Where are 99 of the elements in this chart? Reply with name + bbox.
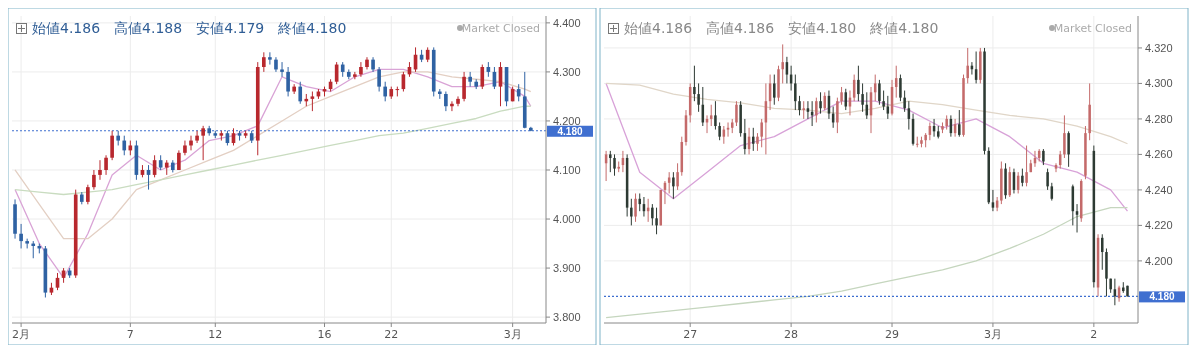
x-tick-label: 2月 [12, 328, 31, 341]
candlestick [98, 159, 102, 181]
y-tick-label: 4.300 [1145, 77, 1173, 90]
ref-line-label: 4.180 [557, 125, 583, 137]
x-tick-label: 3月 [503, 328, 522, 341]
candlestick [878, 79, 881, 106]
candlestick [462, 71, 466, 102]
candlestick [655, 207, 658, 235]
candlestick [752, 127, 755, 152]
x-tick-label: 3月 [983, 328, 1002, 341]
candlestick [383, 81, 388, 102]
x-tick-label: 28 [784, 328, 799, 341]
line-series [14, 105, 532, 196]
candlestick [819, 91, 822, 115]
candlestick [651, 203, 654, 226]
candlestick [735, 100, 738, 127]
candlestick [480, 64, 485, 90]
candlestick [104, 154, 108, 176]
chart-title: 始値4.186 高値4.186 安値4.180 終値4.180 [624, 20, 939, 36]
y-tick-label: 3.800 [553, 310, 581, 323]
ref-line-label: 4.180 [1149, 291, 1175, 303]
line-series [605, 82, 1129, 145]
y-tick-label: 4.220 [1145, 219, 1173, 232]
x-tick-label: 7 [126, 328, 134, 341]
candlestick [122, 135, 127, 156]
annotation: Market Closed [1053, 21, 1132, 35]
candlestick [359, 61, 363, 78]
candlestick [377, 66, 381, 93]
candlestick [609, 150, 612, 173]
candlestick [298, 81, 303, 105]
candlestick [468, 71, 472, 88]
candlestick [991, 189, 995, 212]
candlestick [773, 74, 776, 106]
candlestick [353, 71, 357, 80]
x-tick-label: 22 [384, 328, 399, 341]
candlestick [794, 74, 797, 111]
candlestick [958, 109, 961, 138]
candlestick [899, 74, 902, 102]
candlestick [630, 198, 633, 226]
x-tick-label: 12 [208, 328, 223, 341]
candlestick [882, 90, 885, 111]
candlestick [613, 153, 616, 177]
candlestick [760, 118, 763, 148]
y-tick-label: 4.320 [1145, 41, 1173, 54]
y-tick-label: 4.240 [1145, 183, 1173, 196]
candlestick [92, 169, 96, 191]
x-tick-label: 16 [317, 328, 332, 341]
y-tick-label: 4.400 [553, 16, 581, 29]
candlestick [310, 91, 315, 112]
candlestick [444, 91, 448, 112]
candlestick [966, 47, 969, 84]
y-tick-label: 4.200 [1145, 254, 1173, 267]
candlestick [667, 171, 671, 194]
candlestick [177, 149, 181, 171]
candlestick [693, 65, 696, 102]
candlestick [201, 125, 205, 161]
y-tick-label: 4.000 [553, 212, 581, 225]
y-tick-label: 4.300 [553, 65, 581, 78]
candlestick [286, 66, 290, 97]
candlestick [1025, 145, 1028, 187]
candlestick [456, 95, 460, 107]
candlestick [781, 43, 784, 84]
candlestick [798, 95, 801, 116]
annotation: Market Closed [461, 21, 540, 35]
candlestick [280, 61, 284, 78]
x-tick-label: 27 [683, 328, 698, 341]
chart-title: 始値4.186 高値4.188 安値4.179 終値4.180 [32, 20, 347, 36]
candlestick [195, 130, 199, 144]
candlestick [815, 97, 818, 123]
candlestick [857, 65, 860, 102]
candlestick [1101, 233, 1104, 271]
candlestick [726, 121, 730, 138]
candlestick [110, 130, 114, 161]
candlestick [714, 100, 717, 131]
x-tick-label: 2 [1090, 328, 1098, 341]
candlestick [262, 51, 266, 73]
candlestick [861, 82, 864, 113]
y-tick-label: 4.280 [1145, 112, 1173, 125]
line-series [14, 68, 532, 279]
line-series [605, 207, 1129, 319]
candlestick [1067, 130, 1070, 168]
candlestick [676, 162, 679, 191]
candlestick [672, 171, 675, 200]
y-tick-label: 4.260 [1145, 148, 1173, 161]
y-tick-label: 4.100 [553, 163, 581, 176]
line-series [605, 82, 1129, 212]
candlestick [1063, 114, 1066, 159]
x-tick-label: 29 [885, 328, 900, 341]
candlestick [697, 82, 700, 113]
candlestick [268, 51, 272, 66]
candlestick [634, 192, 637, 223]
candlestick [1008, 166, 1012, 198]
y-tick-label: 3.900 [553, 261, 581, 274]
candlestick [903, 90, 906, 113]
candlestick [1046, 168, 1049, 191]
candlestick [86, 184, 90, 205]
y-tick-label: 4.200 [553, 114, 581, 127]
candlestick [836, 97, 839, 134]
candlestick [19, 223, 23, 249]
